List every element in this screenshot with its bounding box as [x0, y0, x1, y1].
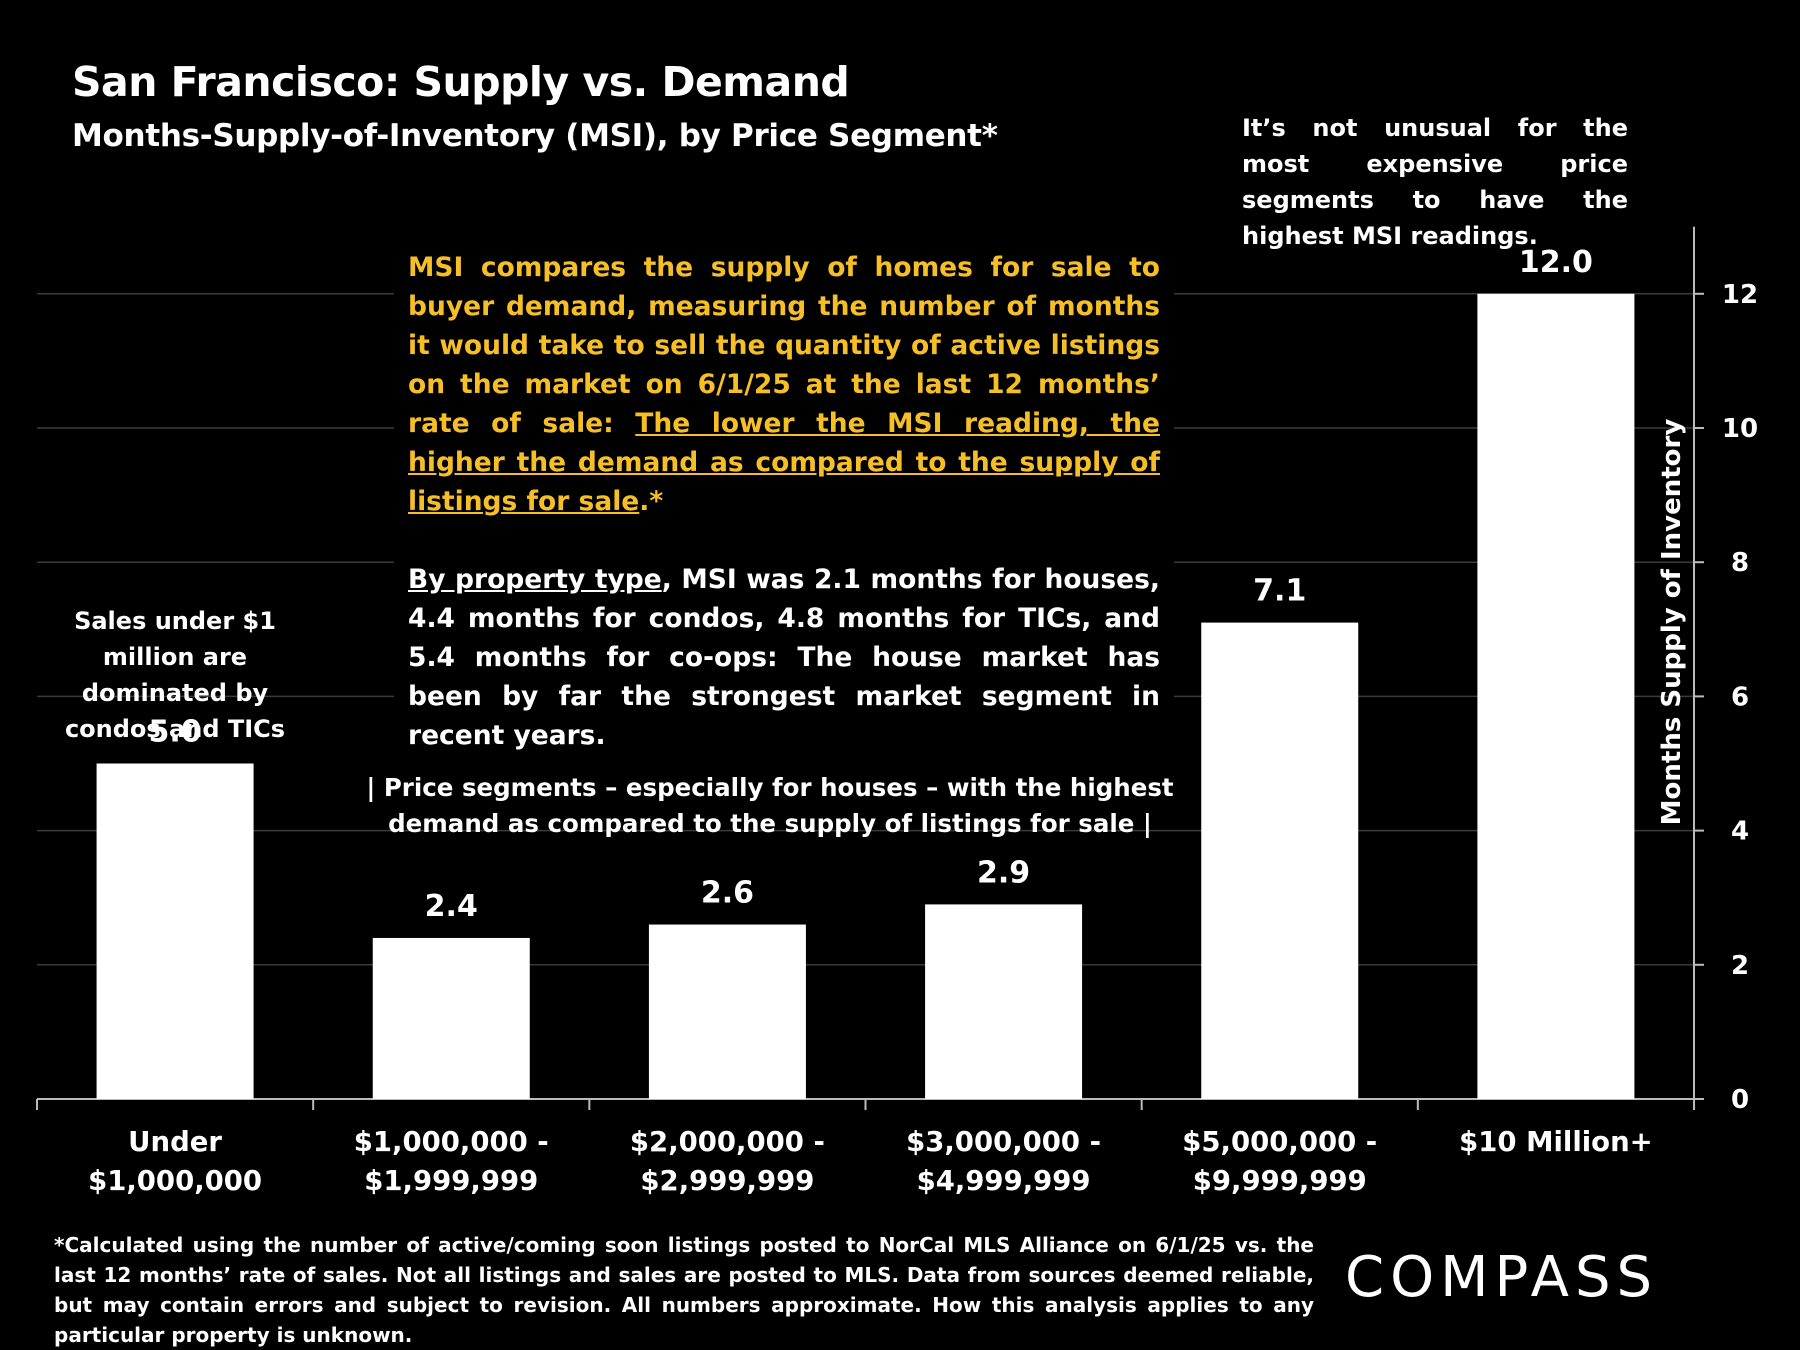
- category-label: Under: [128, 1126, 222, 1158]
- page-subtitle: Months-Supply-of-Inventory (MSI), by Pri…: [72, 118, 998, 154]
- bar-4: [925, 904, 1083, 1099]
- msi-intro: MSI compares the supply of homes for sal…: [408, 252, 1160, 439]
- y-tick-label: 10: [1722, 414, 1758, 444]
- value-label: 2.9: [977, 855, 1030, 890]
- category-label: $1,999,999: [364, 1165, 538, 1197]
- value-label: 7.1: [1253, 574, 1306, 609]
- category-label: $3,000,000 -: [906, 1126, 1101, 1158]
- category-label: $1,000,000 -: [354, 1126, 549, 1158]
- property-type-note: By property type, MSI was 2.1 months for…: [408, 560, 1160, 755]
- msi-definition: MSI compares the supply of homes for sal…: [408, 248, 1160, 521]
- y-tick-label: 0: [1731, 1085, 1749, 1115]
- page-title: San Francisco: Supply vs. Demand: [72, 58, 850, 106]
- footnote: *Calculated using the number of active/c…: [54, 1233, 1314, 1347]
- msi-suffix: .*: [639, 486, 664, 517]
- value-label: 12.0: [1519, 245, 1593, 280]
- bar-5: [1201, 622, 1359, 1099]
- bar-3: [648, 924, 806, 1099]
- msi-explainer-box: MSI compares the supply of homes for sal…: [394, 248, 1174, 761]
- value-label: 2.4: [425, 889, 478, 924]
- category-label: $4,999,999: [917, 1165, 1091, 1197]
- y-tick-label: 8: [1731, 548, 1749, 578]
- note-high-msi: It’s not unusual for the most expensive …: [1242, 114, 1628, 250]
- y-tick-label: 4: [1731, 817, 1749, 847]
- property-type-heading: By property type: [408, 564, 662, 595]
- bar-2: [372, 937, 530, 1099]
- y-tick-label: 6: [1731, 682, 1749, 712]
- note-high-demand-segments: | Price segments – especially for houses…: [366, 773, 1174, 838]
- property-type-text: , MSI was 2.1 months for houses, 4.4 mon…: [408, 564, 1160, 751]
- value-label: 5.0: [149, 715, 202, 750]
- y-tick-label: 2: [1731, 951, 1749, 981]
- compass-logo: COMPASS: [1345, 1245, 1659, 1310]
- y-tick-label: 12: [1722, 280, 1758, 310]
- category-label: $2,999,999: [640, 1165, 814, 1197]
- category-label: $5,000,000 -: [1182, 1126, 1377, 1158]
- category-label: $1,000,000: [88, 1165, 262, 1197]
- bar-6: [1477, 293, 1635, 1099]
- category-label: $2,000,000 -: [630, 1126, 825, 1158]
- y-axis-title: Months Supply of Inventory: [1657, 419, 1687, 826]
- bar-1: [96, 763, 254, 1099]
- msi-key-point: The lower the MSI reading, the higher th…: [408, 408, 1160, 517]
- note-under-1m: Sales under $1 million are dominated by …: [64, 607, 286, 743]
- category-label: $10 Million+: [1459, 1126, 1653, 1158]
- category-label: $9,999,999: [1193, 1165, 1367, 1197]
- value-label: 2.6: [701, 876, 754, 911]
